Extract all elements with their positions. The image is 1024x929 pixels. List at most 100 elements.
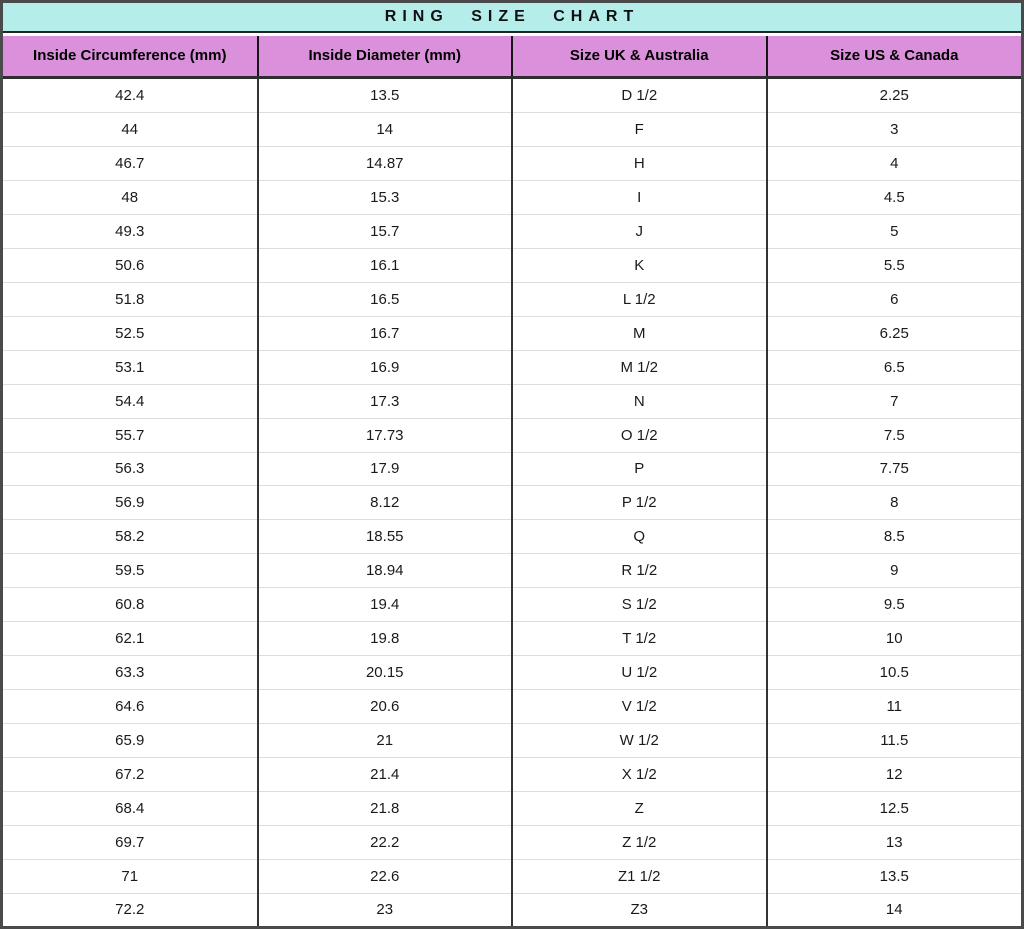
table-cell: 11.5 [765, 722, 1021, 758]
chart-title: RING SIZE CHART [3, 3, 1021, 33]
table-header: Inside Circumference (mm) Inside Diamete… [3, 36, 1021, 79]
table-cell: 68.4 [3, 790, 258, 826]
table-cell: 16.9 [256, 349, 512, 385]
table-cell: J [511, 214, 767, 249]
table-row: 72.2 23 Z3 14 [3, 892, 1021, 926]
column-header-inside-circumference: Inside Circumference (mm) [3, 36, 258, 79]
table-cell: X 1/2 [511, 756, 767, 792]
table-row: 63.3 20.15 U 1/2 10.5 [3, 655, 1021, 690]
table-cell: Z3 [511, 892, 767, 926]
table-cell: T 1/2 [511, 621, 767, 656]
size-table: Inside Circumference (mm) Inside Diamete… [3, 36, 1021, 926]
table-cell: 71 [3, 858, 258, 893]
table-cell: 6.5 [765, 349, 1021, 385]
column-header-size-us-canada: Size US & Canada [765, 36, 1021, 79]
table-cell: 50.6 [3, 247, 258, 283]
table-cell: 62.1 [3, 621, 258, 656]
table-cell: 11 [765, 688, 1021, 724]
table-cell: 17.3 [256, 383, 512, 419]
table-cell: Z1 1/2 [511, 858, 767, 893]
table-cell: P 1/2 [511, 485, 767, 520]
table-cell: R 1/2 [511, 553, 767, 588]
table-cell: 9 [765, 553, 1021, 588]
table-cell: 5.5 [765, 247, 1021, 283]
table-cell: Z [511, 790, 767, 826]
table-row: 56.3 17.9 P 7.75 [3, 451, 1021, 486]
table-cell: 46.7 [3, 146, 258, 181]
table-cell: O 1/2 [511, 417, 767, 453]
table-row: 58.2 18.55 Q 8.5 [3, 519, 1021, 554]
table-cell: 48 [3, 180, 258, 215]
table-cell: H [511, 146, 767, 181]
table-cell: 60.8 [3, 587, 258, 622]
table-cell: 69.7 [3, 824, 258, 860]
table-cell: 8 [765, 485, 1021, 520]
table-cell: 13 [765, 824, 1021, 860]
table-cell: 18.55 [256, 519, 512, 554]
table-cell: V 1/2 [511, 688, 767, 724]
table-cell: 17.9 [256, 451, 512, 486]
table-row: 56.9 8.12 P 1/2 8 [3, 485, 1021, 520]
table-cell: W 1/2 [511, 722, 767, 758]
table-cell: 3 [765, 112, 1021, 147]
table-cell: 53.1 [3, 349, 258, 385]
table-cell: 21 [256, 722, 512, 758]
table-cell: 21.4 [256, 756, 512, 792]
table-cell: 9.5 [765, 587, 1021, 622]
table-cell: 64.6 [3, 688, 258, 724]
table-cell: 63.3 [3, 655, 258, 690]
table-cell: I [511, 180, 767, 215]
table-row: 46.7 14.87 H 4 [3, 146, 1021, 181]
header-row: Inside Circumference (mm) Inside Diamete… [3, 36, 1021, 79]
table-cell: 23 [256, 892, 512, 926]
table-cell: 15.3 [256, 180, 512, 215]
table-cell: 6 [765, 281, 1021, 317]
table-row: 62.1 19.8 T 1/2 10 [3, 621, 1021, 656]
table-cell: 67.2 [3, 756, 258, 792]
table-cell: 4.5 [765, 180, 1021, 215]
table-cell: 12 [765, 756, 1021, 792]
table-cell: D 1/2 [511, 77, 767, 113]
table-row: 53.1 16.9 M 1/2 6.5 [3, 349, 1021, 385]
table-cell: Q [511, 519, 767, 554]
table-cell: 14 [256, 112, 512, 147]
table-cell: 14 [765, 892, 1021, 926]
table-row: 44 14 F 3 [3, 112, 1021, 147]
table-cell: 19.8 [256, 621, 512, 656]
table-cell: 19.4 [256, 587, 512, 622]
table-cell: 51.8 [3, 281, 258, 317]
table-cell: L 1/2 [511, 281, 767, 317]
table-row: 50.6 16.1 K 5.5 [3, 247, 1021, 283]
table-cell: 22.6 [256, 858, 512, 893]
table-cell: 59.5 [3, 553, 258, 588]
table-cell: 55.7 [3, 417, 258, 453]
table-cell: 18.94 [256, 553, 512, 588]
table-cell: 56.9 [3, 485, 258, 520]
table-cell: 72.2 [3, 892, 258, 926]
table-cell: 4 [765, 146, 1021, 181]
table-cell: F [511, 112, 767, 147]
table-row: 54.4 17.3 N 7 [3, 383, 1021, 419]
table-cell: 7.5 [765, 417, 1021, 453]
table-row: 67.2 21.4 X 1/2 12 [3, 756, 1021, 792]
table-cell: 56.3 [3, 451, 258, 486]
table-cell: 16.5 [256, 281, 512, 317]
table-row: 48 15.3 I 4.5 [3, 180, 1021, 215]
table-row: 69.7 22.2 Z 1/2 13 [3, 824, 1021, 860]
table-body: 42.4 13.5 D 1/2 2.25 44 14 F 3 46.7 14.87 H 4 48 15.3… [3, 77, 1021, 926]
table-cell: 20.15 [256, 655, 512, 690]
table-cell: 22.2 [256, 824, 512, 860]
table-row: 59.5 18.94 R 1/2 9 [3, 553, 1021, 588]
table-cell: 7.75 [765, 451, 1021, 486]
table-row: 42.4 13.5 D 1/2 2.25 [3, 77, 1021, 113]
table-row: 49.3 15.7 J 5 [3, 214, 1021, 249]
table-cell: 16.1 [256, 247, 512, 283]
table-cell: 10 [765, 621, 1021, 656]
table-cell: 52.5 [3, 315, 258, 351]
table-cell: 8.5 [765, 519, 1021, 554]
table-cell: M 1/2 [511, 349, 767, 385]
table-cell: M [511, 315, 767, 351]
column-header-inside-diameter: Inside Diameter (mm) [256, 36, 512, 79]
table-cell: 14.87 [256, 146, 512, 181]
table-cell: 17.73 [256, 417, 512, 453]
